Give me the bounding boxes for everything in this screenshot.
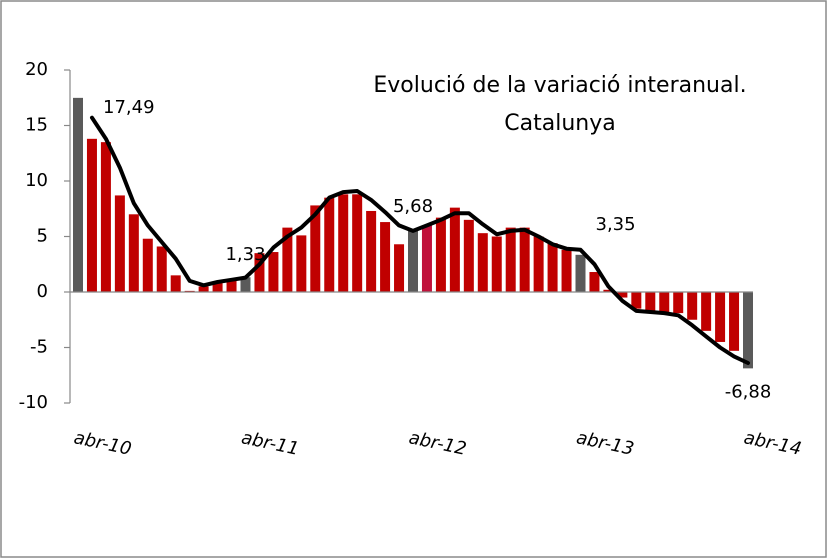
bar	[73, 97, 83, 293]
bar	[198, 286, 209, 292]
y-tick-label: 0	[37, 281, 48, 302]
data-label: 17,49	[103, 97, 155, 118]
y-tick-label: 20	[25, 59, 48, 80]
data-label: 1,33	[225, 244, 265, 265]
bar	[687, 292, 698, 320]
bar	[282, 227, 293, 292]
bar	[86, 138, 97, 292]
bar	[128, 214, 139, 292]
bar	[547, 243, 558, 292]
bar	[645, 292, 656, 312]
bar	[296, 235, 307, 292]
bar	[519, 227, 530, 292]
y-tick-label: 10	[25, 170, 48, 191]
bar	[715, 292, 726, 342]
bar	[673, 292, 684, 314]
bar	[352, 194, 363, 292]
bar	[142, 238, 153, 292]
bar	[701, 292, 712, 331]
bar	[743, 292, 753, 369]
bar	[449, 207, 460, 292]
trend-line	[90, 115, 750, 365]
bar	[324, 197, 335, 292]
chart-title: Evolució de la variació interanual.	[373, 73, 746, 98]
bar	[394, 244, 405, 292]
bar	[254, 253, 265, 292]
y-tick-label: 5	[37, 226, 48, 247]
bar	[268, 252, 279, 292]
y-tick-label: -10	[19, 392, 48, 413]
y-tick-label: -5	[30, 337, 48, 358]
bar	[170, 275, 181, 292]
bar	[421, 225, 432, 292]
bar	[617, 292, 628, 298]
bar	[631, 292, 642, 309]
bar	[463, 219, 474, 292]
bar	[491, 236, 502, 292]
bar	[589, 272, 600, 292]
bar	[380, 222, 391, 292]
bar	[310, 205, 321, 292]
bar	[533, 236, 544, 292]
bar	[100, 142, 111, 292]
bar	[212, 283, 223, 292]
bar	[114, 195, 125, 292]
bar	[338, 194, 349, 292]
data-label: 3,35	[596, 214, 636, 235]
bar	[659, 292, 670, 312]
bar	[575, 254, 586, 292]
bar	[156, 246, 167, 292]
bar	[240, 277, 251, 292]
data-label: 5,68	[393, 196, 433, 217]
chart-title: Catalunya	[504, 111, 615, 136]
y-tick-label: 15	[25, 115, 48, 136]
bar	[435, 217, 446, 292]
data-label: -6,88	[725, 381, 772, 402]
bar	[561, 249, 572, 292]
bar	[226, 280, 237, 292]
bar	[366, 210, 377, 292]
bar	[505, 227, 516, 292]
bar	[603, 289, 614, 292]
bar	[408, 228, 418, 292]
bar	[729, 292, 740, 351]
bar	[477, 233, 488, 292]
